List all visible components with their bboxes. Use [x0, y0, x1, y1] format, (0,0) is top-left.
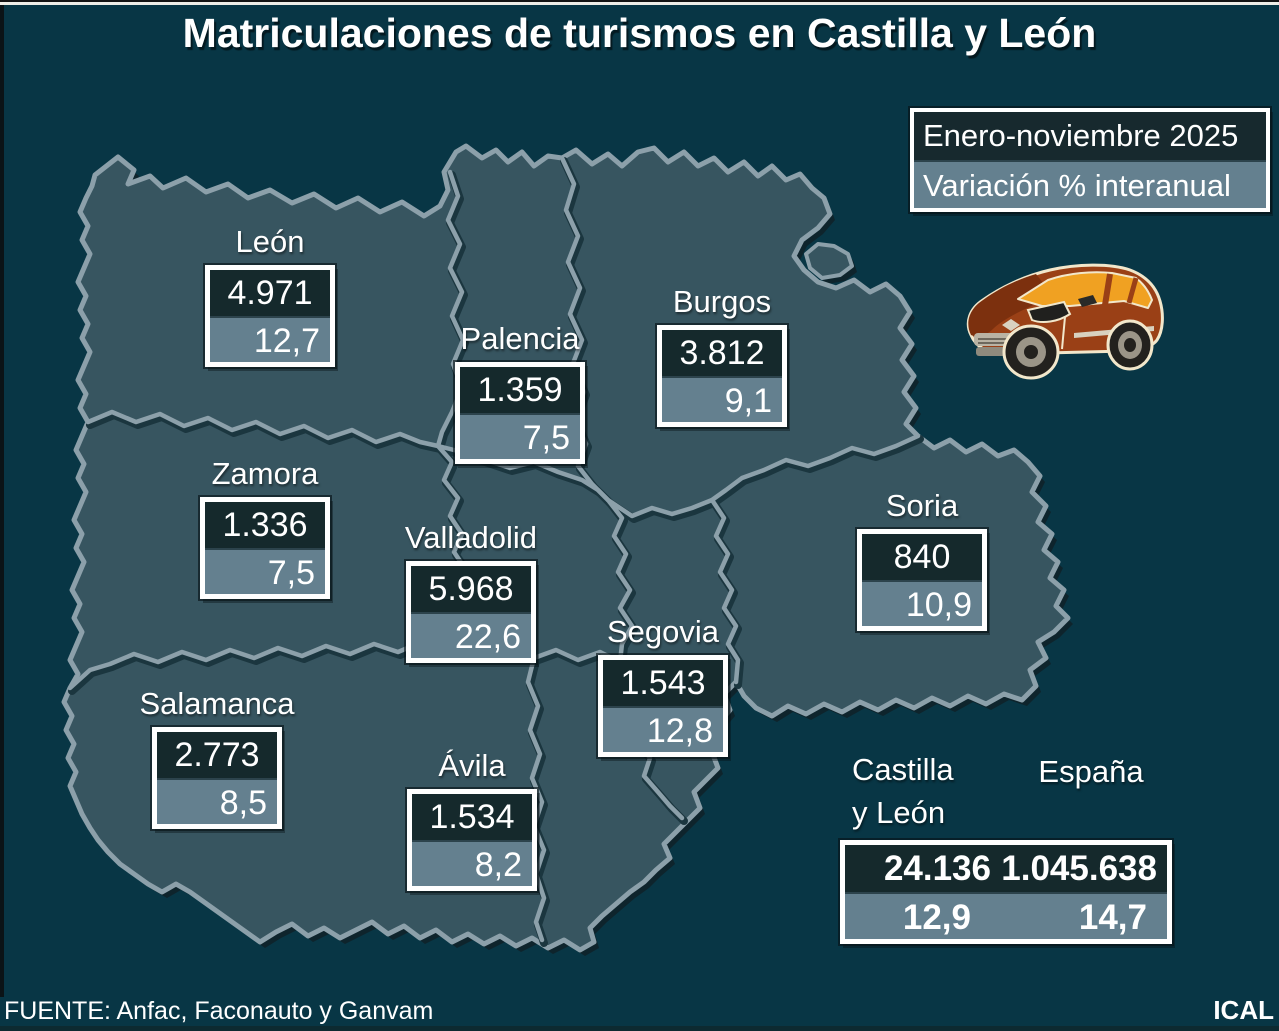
- registrations-value: 1.534: [412, 794, 532, 840]
- totals-label-espana: España: [1038, 754, 1144, 789]
- agency-credit: ICAL: [1213, 995, 1274, 1025]
- variation-value: 7,5: [205, 548, 325, 594]
- registrations-value: 3.812: [662, 330, 782, 376]
- totals-registrations-row: 24.136 1.045.638: [845, 845, 1167, 892]
- province-name: Palencia: [460, 321, 580, 356]
- province-databox: 5.968 22,6: [404, 559, 538, 665]
- source-credit: FUENTE: Anfac, Faconauto y Ganvam: [4, 997, 434, 1025]
- province-name: Salamanca: [139, 686, 295, 721]
- province-name: Soria: [885, 488, 959, 523]
- province-databox: 1.336 7,5: [198, 495, 332, 601]
- province-databox: 4.971 12,7: [203, 263, 337, 369]
- bottom-border-line: [0, 1026, 1279, 1031]
- trevino-exclave: [804, 242, 854, 280]
- legend-box: Enero-noviembre 2025 Variación % interan…: [908, 106, 1272, 214]
- province-name: Zamora: [211, 456, 319, 491]
- province-name: León: [235, 224, 305, 259]
- totals-label-castilla-y-leon: Castilla y León: [852, 752, 954, 830]
- top-border-line: [0, 0, 1279, 2]
- castilla-registrations-value: 24.136: [883, 849, 991, 888]
- province-block-palencia: Palencia 1.359 7,5: [453, 321, 587, 466]
- province-name: Segovia: [606, 614, 720, 649]
- variation-value: 10,9: [862, 580, 982, 626]
- province-databox: 1.359 7,5: [453, 360, 587, 466]
- espana-registrations-value: 1.045.638: [1001, 849, 1157, 888]
- province-databox: 3.812 9,1: [655, 323, 789, 429]
- variation-value: 7,5: [460, 413, 580, 459]
- registrations-value: 1.336: [205, 502, 325, 548]
- totals-variation-row: 12,9 14,7: [845, 892, 1167, 939]
- province-databox: 2.773 8,5: [150, 725, 284, 831]
- registrations-value: 840: [862, 534, 982, 580]
- province-name: Valladolid: [404, 520, 538, 555]
- variation-value: 22,6: [411, 612, 531, 658]
- left-edge-line: [0, 5, 4, 997]
- province-databox: 840 10,9: [855, 527, 989, 633]
- totals-databox: 24.136 1.045.638 12,9 14,7: [838, 838, 1174, 946]
- province-block-segovia: Segovia 1.543 12,8: [596, 614, 730, 759]
- variation-value: 9,1: [662, 376, 782, 422]
- page-title: Matriculaciones de turismos en Castilla …: [182, 10, 1097, 56]
- variation-value: 12,8: [603, 706, 723, 752]
- province-block-soria: Soria 840 10,9: [855, 488, 989, 633]
- province-block-zamora: Zamora 1.336 7,5: [198, 456, 332, 601]
- registrations-value: 4.971: [210, 270, 330, 316]
- province-databox: 1.534 8,2: [405, 787, 539, 893]
- registrations-value: 2.773: [157, 732, 277, 778]
- registrations-value: 1.543: [603, 660, 723, 706]
- registrations-value: 5.968: [411, 566, 531, 612]
- province-block-leon: León 4.971 12,7: [203, 224, 337, 369]
- legend-variation: Variación % interanual: [914, 160, 1266, 208]
- variation-value: 8,2: [412, 840, 532, 886]
- legend-period: Enero-noviembre 2025: [914, 112, 1266, 160]
- province-databox: 1.543 12,8: [596, 653, 730, 759]
- province-name: Ávila: [438, 748, 506, 783]
- province-block-valladolid: Valladolid 5.968 22,6: [404, 520, 538, 665]
- variation-value: 8,5: [157, 778, 277, 824]
- castilla-variation-value: 12,9: [902, 898, 971, 937]
- province-block-burgos: Burgos 3.812 9,1: [655, 284, 789, 429]
- variation-value: 12,7: [210, 316, 330, 362]
- car-icon: [966, 263, 1164, 380]
- province-block-avila: Ávila 1.534 8,2: [405, 748, 539, 893]
- province-block-salamanca: Salamanca 2.773 8,5: [139, 686, 295, 831]
- registrations-value: 1.359: [460, 367, 580, 413]
- espana-variation-value: 14,7: [1078, 898, 1147, 937]
- top-white-line: [0, 2, 1279, 5]
- province-name: Burgos: [672, 284, 772, 319]
